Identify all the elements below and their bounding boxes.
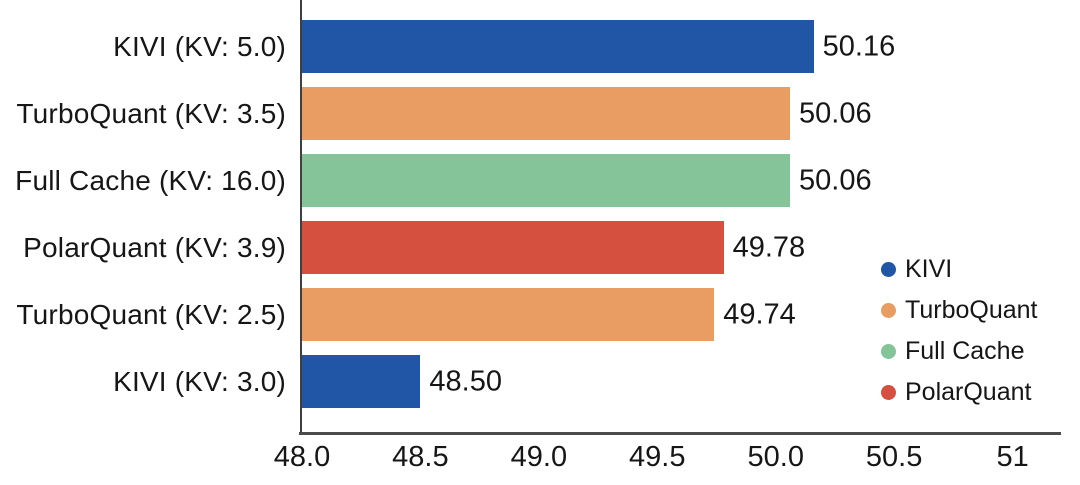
category-label: PolarQuant (KV: 3.9)	[23, 231, 286, 263]
bar-value-label: 49.78	[732, 231, 806, 263]
bar-row: 49.74	[302, 281, 1060, 348]
x-tick-label: 50.5	[865, 441, 923, 473]
legend-label: PolarQuant	[905, 378, 1032, 406]
x-tick-label: 50.0	[747, 441, 804, 473]
bar-turboquant	[302, 87, 790, 140]
bar-value-label: 48.50	[429, 365, 502, 397]
bar-row: 50.16	[302, 13, 1060, 80]
legend-marker-icon	[881, 385, 896, 400]
legend-marker-icon	[881, 303, 896, 318]
category-label: KIVI (KV: 3.0)	[113, 365, 286, 397]
bar-polarquant	[302, 221, 724, 274]
plot-area: 50.16 50.06 50.06 49.78 49.74 48.50	[302, 0, 1060, 432]
legend-marker-icon	[881, 262, 896, 277]
x-tick-label: 48.5	[392, 441, 449, 473]
bar-kivi	[302, 20, 814, 73]
legend-marker-icon	[881, 344, 896, 359]
category-label: TurboQuant (KV: 2.5)	[16, 298, 286, 330]
legend-label: Full Cache	[905, 337, 1025, 365]
bar-value-label: 49.74	[723, 298, 796, 330]
x-tick-label: 51	[996, 441, 1029, 473]
legend: KIVI TurboQuant Full Cache PolarQuant	[881, 249, 1037, 413]
x-axis-tick-labels: 48.0 48.5 49.0 49.5 50.0 50.5 51	[274, 441, 1060, 479]
bar-row: 48.50	[302, 348, 1060, 415]
category-label: TurboQuant (KV: 3.5)	[16, 97, 286, 129]
y-axis-line	[300, 0, 302, 434]
x-axis-line	[299, 432, 1061, 435]
bar-row: 49.78	[302, 214, 1060, 281]
category-label: Full Cache (KV: 16.0)	[15, 164, 286, 196]
legend-item: KIVI	[881, 249, 1037, 290]
legend-item: PolarQuant	[881, 372, 1037, 413]
bar-kivi	[302, 355, 421, 408]
legend-label: KIVI	[905, 255, 953, 283]
bar-row: 50.06	[302, 80, 1060, 147]
legend-item: Full Cache	[881, 331, 1037, 372]
bar-value-label: 50.06	[799, 164, 872, 196]
bar-turboquant	[302, 288, 715, 341]
category-label: KIVI (KV: 5.0)	[113, 30, 286, 62]
x-tick-label: 49.5	[629, 441, 686, 473]
bar-row: 50.06	[302, 147, 1060, 214]
bar-value-label: 50.06	[799, 97, 872, 129]
legend-item: TurboQuant	[881, 290, 1037, 331]
bar-value-label: 50.16	[822, 30, 896, 62]
x-tick-label: 48.0	[273, 441, 331, 473]
x-tick-label: 49.0	[510, 441, 568, 473]
bar-full-cache	[302, 154, 790, 207]
legend-label: TurboQuant	[905, 296, 1038, 324]
y-axis-category-labels: KIVI (KV: 5.0) TurboQuant (KV: 3.5) Full C…	[0, 0, 286, 415]
